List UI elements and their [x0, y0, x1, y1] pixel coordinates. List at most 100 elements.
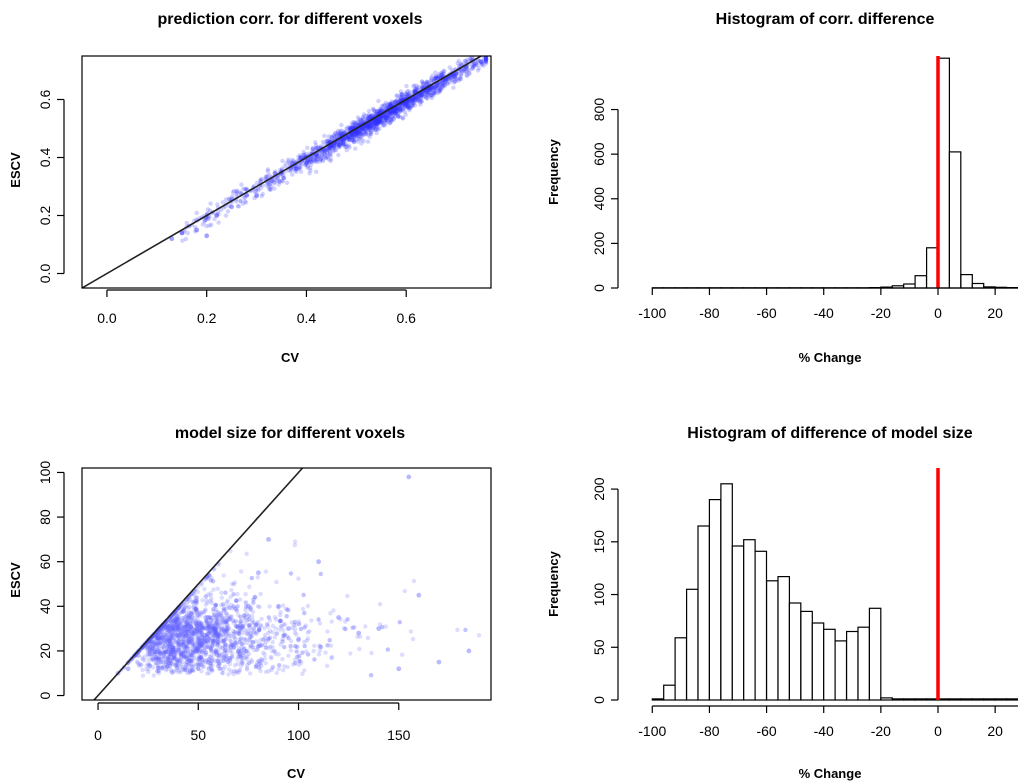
- chart-title-hist-corr-difference: Histogram of corr. difference: [716, 11, 935, 28]
- y-tick-label: 0: [591, 284, 607, 292]
- scatter-point: [204, 233, 210, 239]
- y-tick-label: 20: [37, 643, 53, 659]
- scatter-point: [215, 639, 221, 645]
- histogram-bar: [971, 698, 985, 701]
- scatter-point: [179, 230, 185, 236]
- scatter-point: [396, 666, 402, 672]
- scatter-point: [254, 192, 259, 198]
- reference-line-y-equals-x: [93, 468, 304, 700]
- histogram-bar: [834, 640, 848, 701]
- x-tick-label: 100: [287, 727, 311, 743]
- histogram-bar: [948, 698, 962, 701]
- scatter-point: [416, 592, 422, 598]
- panel-model-size: 0 50 100 150 0 20 40 60 80 100 model size for diff…: [8, 425, 492, 781]
- histogram-bar: [674, 637, 688, 701]
- histogram-bar: [685, 588, 699, 701]
- scatter-point: [413, 94, 419, 99]
- scatter-point: [296, 637, 301, 643]
- histogram-bar: [960, 274, 973, 289]
- x-tick-label: 20: [987, 723, 1003, 739]
- x-axis-label-prediction-corr: CV: [281, 350, 299, 365]
- histogram-bar: [914, 275, 928, 289]
- scatter-point: [266, 537, 271, 542]
- x-tick-label: 0: [94, 727, 102, 743]
- histogram-bar: [948, 151, 962, 289]
- chart-title-model-size: model size for different voxels: [175, 425, 405, 442]
- x-axis-label-model-size: CV: [287, 766, 305, 781]
- scatter-point: [463, 65, 469, 70]
- scatter-point: [314, 152, 319, 158]
- y-tick-label: 0.6: [37, 90, 53, 110]
- x-tick-label: 0: [934, 305, 942, 321]
- scatter-point: [294, 166, 299, 172]
- scatter-point: [155, 648, 161, 654]
- scatter-point: [443, 76, 449, 82]
- scatter-point: [226, 626, 231, 631]
- y-tick-label: 0.0: [37, 264, 53, 284]
- x-tick-label: -80: [699, 723, 719, 739]
- x-tick-label: -40: [814, 723, 834, 739]
- x-tick-label: 50: [190, 727, 206, 743]
- histogram-bar: [663, 684, 676, 701]
- scatter-point: [286, 626, 291, 631]
- y-tick-label: 400: [591, 187, 607, 211]
- panel-prediction-corr: 0.0 0.2 0.4 0.6 0.0 0.2 0.4 0.6 prediction corr.…: [8, 11, 492, 365]
- histogram-bar: [971, 282, 985, 289]
- histogram-bar: [777, 575, 790, 701]
- scatter-point: [256, 570, 261, 576]
- scatter-point: [205, 615, 211, 620]
- scatter-point: [344, 134, 349, 140]
- histogram-bar: [914, 698, 928, 701]
- x-tick-label: -60: [756, 305, 776, 321]
- x-tick-label: 0: [934, 723, 942, 739]
- scatter-point: [316, 559, 321, 565]
- scatter-point: [353, 129, 359, 134]
- scatter-point: [363, 123, 369, 128]
- histogram-bar: [983, 698, 996, 701]
- scatter-point: [378, 114, 384, 120]
- x-axis-label-hist-model-size: % Change: [799, 766, 862, 781]
- scatter-point: [269, 178, 274, 184]
- y-tick-label: 800: [591, 98, 607, 122]
- histogram-bar: [880, 697, 893, 701]
- y-tick-label: 200: [591, 231, 607, 255]
- y-axis-label-prediction-corr: ESCV: [8, 152, 23, 188]
- scatter-point: [246, 603, 251, 609]
- point-cloud: [115, 474, 482, 678]
- scatter-point: [229, 204, 235, 210]
- y-tick-label: 0: [591, 696, 607, 704]
- x-tick-label: 0.0: [97, 310, 117, 326]
- y-axis-label-hist-model-size: Frequency: [546, 550, 561, 617]
- histogram-bar: [765, 580, 779, 701]
- x-tick-label: 20: [987, 305, 1003, 321]
- y-tick-label: 60: [37, 554, 53, 570]
- x-tick-label: 0.4: [297, 310, 317, 326]
- panel-hist-corr-difference: -100 -80 -60 -40 -20 0 200200400600800Histogra…: [546, 11, 1018, 365]
- histogram-bar: [845, 630, 859, 701]
- histogram-bar: [800, 610, 813, 701]
- scatter-point: [236, 648, 241, 654]
- y-axis-label-model-size: ESCV: [8, 562, 23, 598]
- histogram-bar: [823, 628, 836, 701]
- scatter-point: [304, 160, 309, 166]
- histogram-bar: [788, 602, 802, 701]
- scatter-point: [428, 85, 434, 91]
- scatter-point: [403, 100, 409, 105]
- x-tick-label: -20: [871, 723, 891, 739]
- x-tick-label: 0.6: [396, 310, 416, 326]
- reference-line-y-equals-x: [82, 56, 482, 288]
- scatter-point: [125, 666, 131, 672]
- scatter-point: [376, 626, 382, 631]
- x-tick-label: 0.2: [197, 310, 217, 326]
- y-tick-label: 0: [37, 691, 53, 699]
- histogram-bar: [697, 525, 710, 701]
- y-tick-label: 150: [591, 530, 607, 554]
- histogram-bar: [743, 539, 756, 701]
- scatter-point: [214, 213, 220, 218]
- y-tick-label: 100: [37, 461, 53, 485]
- y-tick-label: 600: [591, 142, 607, 166]
- scatter-point: [185, 630, 191, 636]
- histogram-bar: [708, 499, 722, 701]
- histogram-bar: [891, 698, 905, 701]
